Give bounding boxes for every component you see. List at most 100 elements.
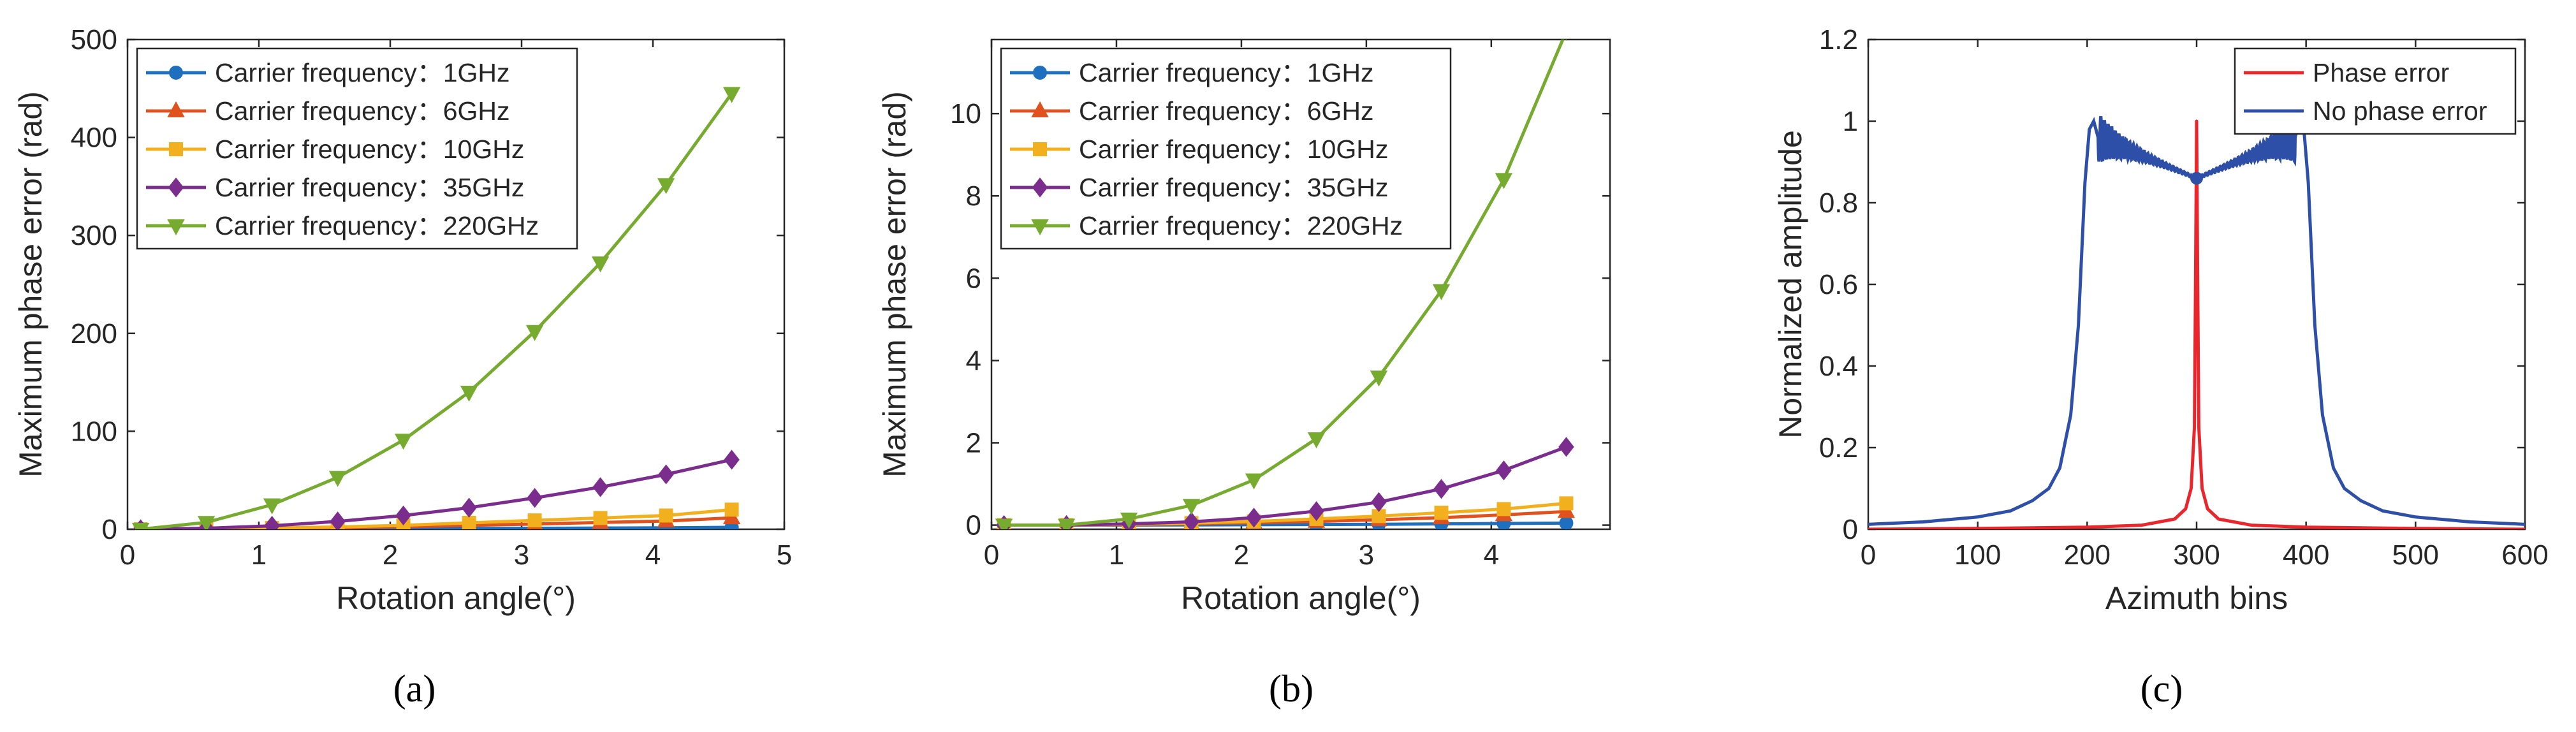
y-tick-label: 0.8 [1819,187,1858,219]
series-marker [591,256,610,273]
series-marker [1307,432,1326,449]
series-marker [1246,508,1262,528]
legend-box [1000,47,1452,250]
series-marker [525,325,544,341]
series-marker [1371,492,1387,513]
series-marker [462,516,476,529]
series-marker [722,87,741,103]
series-line-purple [1004,445,1567,527]
y-tick-label: 300 [71,220,117,251]
y-axis-label: Maximum phase error (rad) [13,91,48,478]
x-tick-label: 100 [1954,539,2001,571]
y-tick-label: 10 [950,98,981,129]
series-marker [593,511,608,525]
series-marker [330,511,346,529]
x-tick-label: 0 [1861,539,1876,571]
legend-marker [167,219,185,236]
legend-label: Carrier frequency：6GHz [215,96,510,126]
y-tick-label: 0.6 [1819,269,1858,300]
legend-label: Carrier frequency：220GHz [1079,211,1403,240]
series-group [1868,115,2525,529]
series-marker [1496,460,1512,481]
y-tick-label: 6 [966,263,981,294]
series-marker [263,498,281,515]
legend-label: Phase error [2313,58,2449,87]
legend-box [2234,47,2517,135]
series-marker [1182,499,1201,515]
legend-label: Carrier frequency：6GHz [1079,96,1374,126]
x-tick-label: 3 [514,539,529,571]
series-marker [131,523,150,529]
x-axis-label: Rotation angle(°) [336,580,576,616]
y-tick-label: 200 [71,318,117,349]
x-tick-label: 400 [2283,539,2329,571]
legend-marker [169,142,183,156]
x-tick-label: 300 [2173,539,2220,571]
legend-marker [169,66,183,80]
y-tick-label: 0.2 [1819,432,1858,464]
legend-label: Carrier frequency：1GHz [215,58,510,87]
series-marker [394,434,413,450]
series-marker [1495,173,1513,189]
legend-marker [1032,177,1048,198]
series-marker [995,518,1013,529]
y-tick-label: 100 [71,416,117,447]
series-group [995,40,1576,529]
series-marker [1497,502,1511,516]
series-marker [1372,509,1386,523]
legend-label: Carrier frequency：10GHz [1079,135,1388,164]
panel-caption: (b) [1269,668,1314,710]
series-marker [328,471,347,487]
legend: Carrier frequency：1GHz Carrier frequency：… [136,47,578,250]
legend-label: No phase error [2313,96,2487,126]
legend-marker [1031,219,1049,236]
series-marker [1057,518,1076,529]
series-line-red [1868,119,2525,529]
series-marker [461,497,477,518]
series-group [131,87,741,529]
series-line-green [140,92,733,529]
y-tick-label: 0 [102,514,117,545]
series-marker [592,477,608,497]
x-axis-label: Azimuth bins [2105,580,2288,616]
x-tick-label: 1 [1109,539,1124,571]
chart-panel-2: 0 1 2 3 4 0 2 4 6 8 10 Rotation angle(°) Maximum pha… [877,38,1611,710]
panel-caption: (c) [2141,668,2183,710]
y-tick-label: 2 [966,427,981,458]
legend-label: Carrier frequency：10GHz [215,135,524,164]
series-marker [1432,284,1451,300]
series-marker [659,508,673,523]
y-tick-label: 400 [71,122,117,154]
y-tick-label: 500 [71,24,117,55]
y-axis-label: Normalized amplitude [1773,130,1808,439]
legend: Carrier frequency：1GHz Carrier frequency：… [1000,47,1452,250]
y-tick-label: 1 [1843,106,1858,137]
series-marker [395,505,411,526]
y-tick-label: 0.4 [1819,351,1858,382]
series-marker [460,385,478,402]
panel-caption: (a) [393,668,436,710]
x-tick-label: 2 [1234,539,1249,571]
x-tick-label: 4 [1484,539,1499,571]
legend-marker [1031,101,1049,117]
x-tick-label: 2 [383,539,398,571]
legend-label: Carrier frequency：1GHz [1079,58,1374,87]
x-tick-label: 600 [2501,539,2548,571]
x-axis-label: Rotation angle(°) [1181,580,1421,616]
x-tick-label: 3 [1359,539,1374,571]
plot-frame [990,38,1611,531]
series-marker [657,178,675,194]
series-marker [724,502,739,517]
series-line-purple [140,458,733,529]
series-marker [1370,370,1388,387]
legend-label: Carrier frequency：220GHz [215,211,539,240]
y-tick-label: 4 [966,345,981,376]
series-marker [1433,479,1449,499]
x-tick-label: 1 [251,539,267,571]
y-tick-label: 1.2 [1819,24,1858,55]
series-marker [1559,496,1574,511]
series-line-green [1004,40,1565,527]
series-marker [527,488,543,508]
